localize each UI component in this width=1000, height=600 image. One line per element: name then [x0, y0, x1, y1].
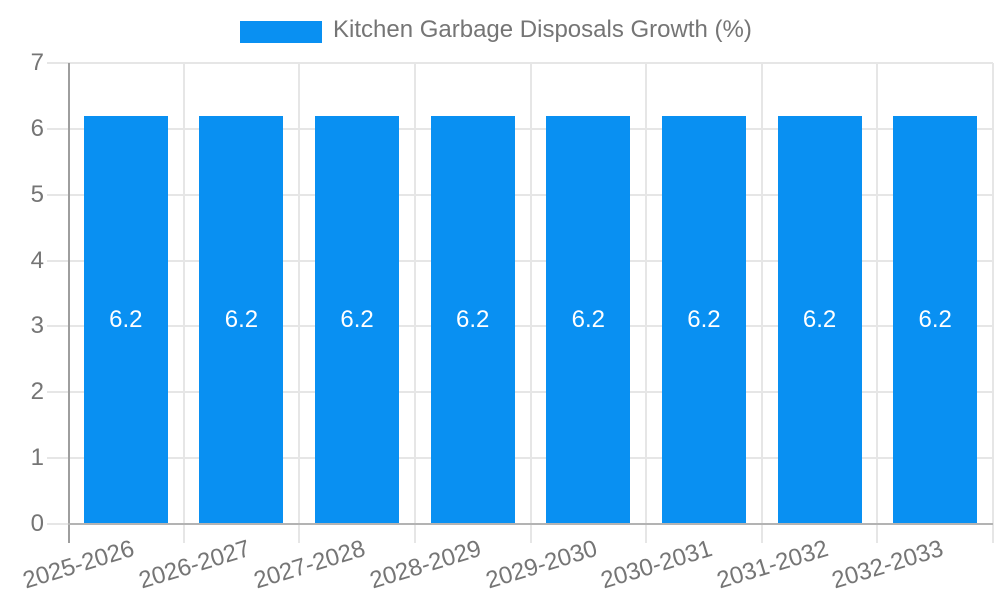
y-axis-label: 6: [30, 114, 44, 142]
y-tick: [47, 259, 68, 262]
v-gridline: [298, 63, 301, 543]
y-tick: [47, 391, 68, 394]
bar[interactable]: [661, 115, 746, 524]
v-gridline: [992, 63, 994, 543]
v-gridline: [760, 63, 763, 543]
bar-value-label: 6.2: [687, 305, 721, 333]
x-axis-label: 2031-2032: [713, 535, 832, 595]
x-axis-label: 2030-2031: [597, 535, 716, 595]
v-gridline: [182, 63, 185, 543]
x-axis-line: [68, 523, 993, 525]
x-axis-label: 2029-2030: [482, 535, 600, 595]
x-axis-label: 2026-2027: [135, 535, 254, 595]
y-axis-label: 1: [30, 444, 44, 472]
y-tick: [47, 457, 68, 460]
x-axis-label: 2025-2026: [19, 535, 138, 595]
y-axis-label: 4: [30, 246, 44, 274]
bar[interactable]: [777, 115, 862, 524]
bar[interactable]: [83, 115, 168, 524]
bar-value-label: 6.2: [224, 305, 259, 333]
bar-value-label: 6.2: [918, 305, 952, 333]
x-axis-label: 2028-2029: [366, 535, 485, 595]
y-axis-label: 7: [30, 49, 44, 76]
legend-label: Kitchen Garbage Disposals Growth (%): [333, 16, 752, 43]
y-tick: [47, 193, 68, 196]
chart-legend[interactable]: Kitchen Garbage Disposals Growth (%): [0, 0, 1000, 58]
y-axis-line: [68, 63, 70, 543]
y-axis-label: 5: [30, 180, 44, 208]
y-axis-label: 0: [30, 510, 44, 537]
bar-value-label: 6.2: [456, 305, 490, 333]
bar-value-label: 6.2: [109, 305, 143, 333]
y-tick: [47, 325, 68, 328]
bar[interactable]: [315, 115, 400, 524]
y-tick: [47, 62, 68, 64]
bar[interactable]: [430, 115, 515, 524]
x-axis-label: 2027-2028: [251, 535, 369, 595]
y-tick: [47, 523, 68, 525]
v-gridline: [645, 63, 648, 543]
x-axis-label: 2032-2033: [829, 535, 947, 595]
y-axis-label: 3: [30, 312, 44, 340]
bar-value-label: 6.2: [571, 305, 605, 333]
v-gridline: [413, 63, 416, 543]
legend-swatch-icon: [240, 21, 322, 43]
bar[interactable]: [893, 115, 978, 524]
bar[interactable]: [199, 115, 284, 524]
bar[interactable]: [546, 115, 631, 524]
v-gridline: [876, 63, 879, 543]
y-axis-label: 2: [30, 378, 44, 406]
bar-value-label: 6.2: [340, 305, 374, 333]
bar-value-label: 6.2: [802, 305, 837, 333]
y-tick: [47, 127, 68, 130]
plot-area: 0 1 2 3 4 5 6 7 6.2 6.2 6.2 6.2 6.2 6.2 6.2 6.2 2025-202…: [20, 50, 994, 594]
v-gridline: [529, 63, 532, 543]
